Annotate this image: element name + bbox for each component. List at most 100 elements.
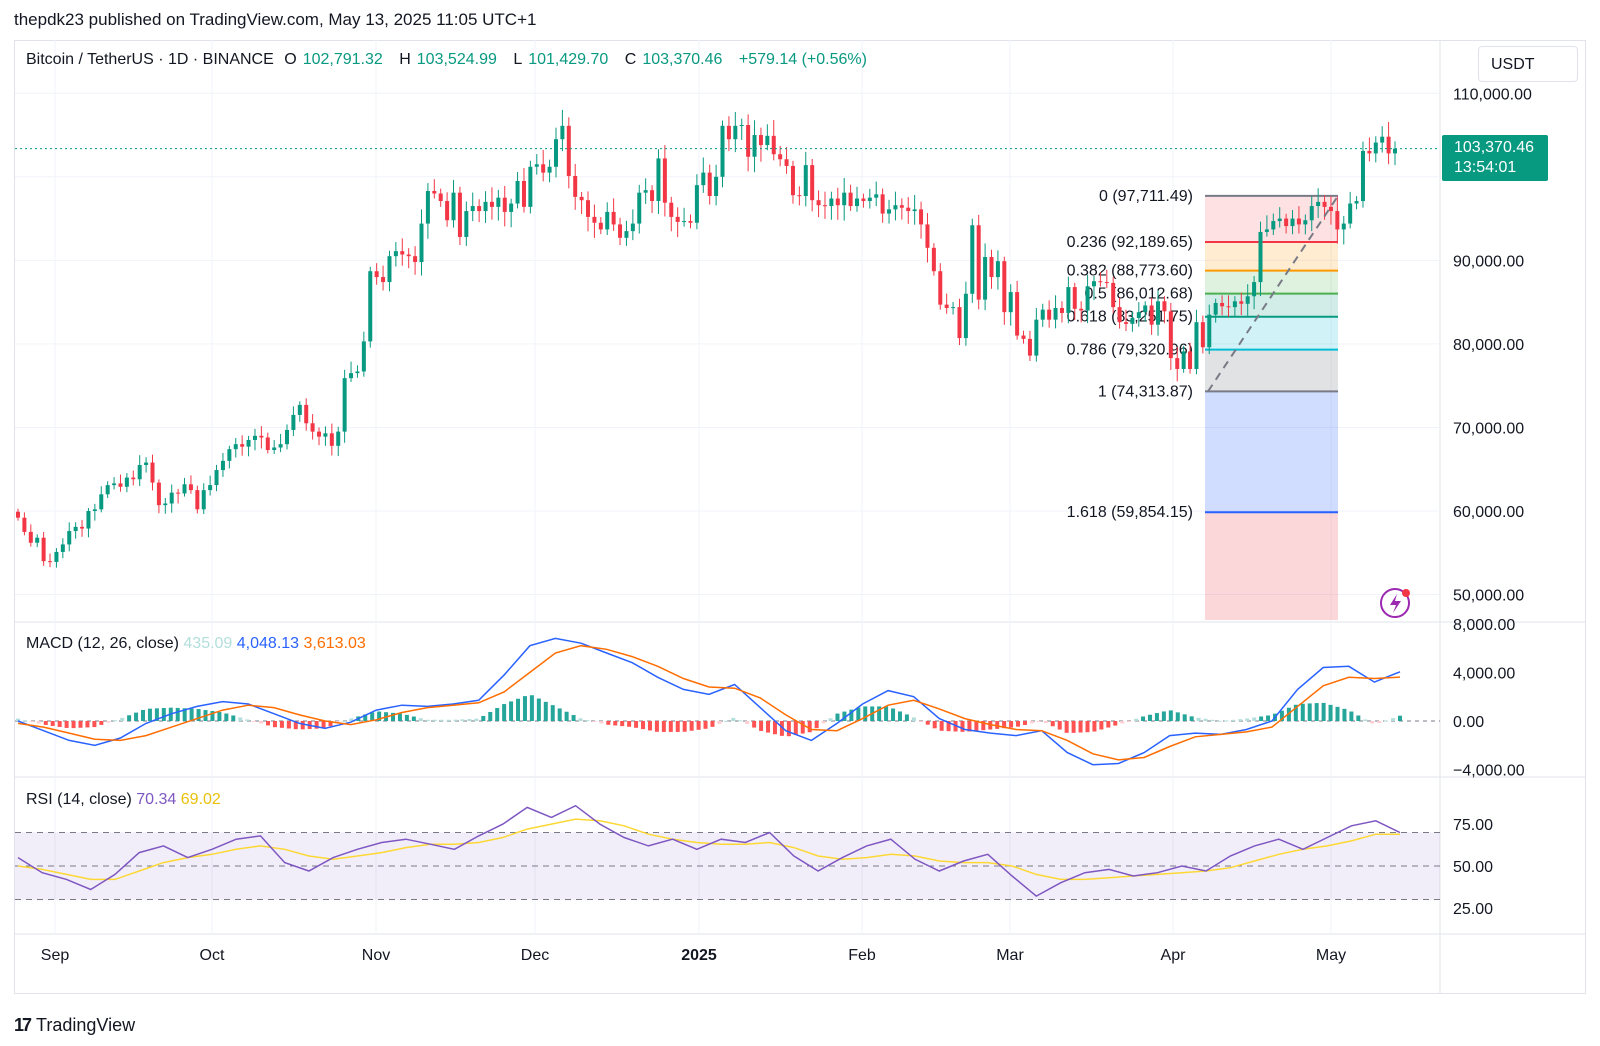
candle-body	[1117, 307, 1122, 323]
candle-body	[1393, 148, 1397, 154]
macd-histogram-bar	[238, 717, 243, 721]
candle-body	[1072, 287, 1077, 309]
macd-histogram-bar	[439, 719, 444, 721]
candle-body	[1130, 317, 1135, 324]
macd-histogram-bar	[1321, 702, 1326, 721]
macd-histogram-bar	[99, 721, 104, 725]
candle-body	[323, 433, 328, 437]
macd-histogram-bar	[599, 721, 604, 724]
macd-histogram-bar	[1043, 721, 1048, 723]
macd-histogram-bar	[1314, 703, 1319, 721]
candle-body	[1386, 136, 1391, 154]
tradingview-logo[interactable]: 17 TradingView	[14, 1015, 135, 1036]
macd-histogram-bar	[731, 717, 736, 721]
candle-body	[1143, 305, 1148, 313]
macd-line	[17, 637, 1401, 766]
candle-body	[797, 195, 802, 197]
macd-histogram-bar	[620, 721, 625, 727]
rsi-tick-label: 25.00	[1453, 901, 1493, 918]
candle-body	[336, 431, 341, 446]
macd-histogram-bar	[1328, 704, 1333, 721]
candle-body	[1226, 306, 1231, 308]
macd-histogram-bar	[710, 721, 715, 727]
macd-histogram-bar	[474, 718, 479, 721]
macd-histogram-bar	[627, 721, 632, 727]
macd-histogram-bar	[1113, 721, 1118, 726]
chart-frame[interactable]	[14, 40, 1586, 994]
candle-body	[1104, 282, 1109, 284]
candle-body	[80, 526, 85, 529]
candle-body	[1175, 358, 1180, 369]
candle-body	[432, 191, 437, 194]
macd-histogram-bar	[974, 721, 979, 731]
candle-body	[1200, 322, 1205, 348]
candle-body	[618, 224, 623, 238]
candle-body	[611, 211, 616, 225]
candle-body	[1271, 221, 1276, 230]
candle-body	[201, 490, 206, 510]
candle-body	[931, 247, 936, 272]
macd-histogram-bar	[432, 719, 437, 721]
candle-body	[694, 185, 699, 223]
candle-body	[1367, 150, 1372, 154]
time-tick-label: Sep	[41, 947, 70, 964]
macd-histogram-bar	[592, 721, 597, 722]
candle-body	[765, 135, 770, 146]
rsi-legend[interactable]: RSI (14, close) 70.34 69.02	[26, 791, 221, 809]
candle-body	[220, 460, 225, 471]
macd-histogram-bar	[314, 721, 319, 729]
candle-body	[16, 511, 20, 518]
candle-body	[1335, 211, 1340, 230]
rsi-tick-label: 50.00	[1453, 859, 1493, 876]
macd-histogram-bar	[182, 708, 187, 721]
fib-level-label: 0.382 (88,773.60)	[1067, 263, 1193, 280]
macd-legend[interactable]: MACD (12, 26, close) 435.09 4,048.13 3,6…	[26, 635, 366, 653]
macd-histogram-bar	[682, 721, 687, 732]
macd-histogram-bar	[127, 715, 132, 721]
candle-body	[1284, 218, 1289, 227]
fib-band	[1205, 391, 1338, 513]
macd-histogram-bar	[272, 721, 277, 728]
macd-histogram-bar	[981, 721, 986, 731]
candle-body	[1047, 309, 1052, 320]
macd-histogram-bar	[1016, 721, 1021, 727]
symbol-title[interactable]: Bitcoin / TetherUS · 1D · BINANCE	[26, 51, 274, 68]
macd-histogram-bar	[724, 720, 729, 722]
ohlc-close: C 103,370.46	[624, 51, 723, 68]
macd-histogram-bar	[647, 721, 652, 731]
candle-body	[451, 192, 456, 221]
bar-countdown: 13:54:01	[1454, 159, 1517, 176]
currency-selector[interactable]: USDT	[1478, 46, 1578, 82]
candle-body	[105, 485, 110, 495]
candle-body	[1111, 282, 1116, 308]
time-tick-label: Nov	[362, 947, 390, 964]
candle-body	[887, 209, 892, 214]
candle-body	[445, 201, 450, 221]
macd-histogram-bar	[1036, 721, 1041, 722]
macd-tick-label: 4,000.00	[1453, 665, 1515, 682]
candle-body	[919, 209, 924, 225]
macd-histogram-bar	[175, 707, 180, 721]
macd-histogram-bar	[1217, 720, 1222, 722]
candle-body	[60, 544, 65, 552]
macd-histogram-bar	[634, 721, 639, 728]
macd-histogram-bar	[738, 720, 743, 722]
macd-histogram-bar	[328, 721, 333, 727]
time-tick-label: Oct	[200, 947, 225, 964]
symbol-legend[interactable]: Bitcoin / TetherUS · 1D · BINANCE O 102,7…	[26, 51, 873, 69]
candle-body	[419, 223, 424, 263]
candle-body	[425, 191, 430, 224]
macd-histogram-bar	[800, 721, 805, 734]
candle-body	[701, 172, 706, 186]
macd-histogram-bar	[835, 713, 840, 721]
candle-body	[650, 190, 655, 202]
macd-histogram-bar	[1245, 718, 1250, 721]
macd-histogram-bar	[891, 708, 896, 721]
candle-body	[1091, 281, 1096, 287]
candle-body	[835, 198, 840, 206]
macd-line-value: 4,048.13	[236, 635, 300, 652]
candle-body	[1181, 351, 1186, 369]
macd-histogram-bar	[668, 721, 673, 732]
macd-histogram-bar	[210, 711, 215, 721]
